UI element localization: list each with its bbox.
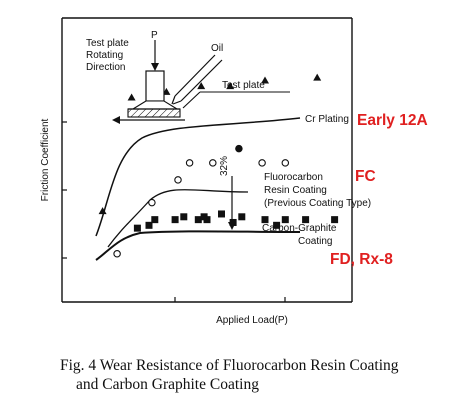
data-point-s2-5	[194, 216, 202, 224]
data-point-s2-12	[273, 221, 281, 229]
data-point-s1-6	[258, 159, 266, 167]
data-point-s1-0	[113, 249, 121, 258]
test-apparatus-inset: P Oil Test plate Test plate Rotating Dir…	[86, 30, 290, 124]
inset-direction-line1: Test plate	[86, 38, 129, 49]
test-plate-block	[127, 108, 181, 118]
oil-nozzle-b	[180, 59, 223, 102]
data-point-s0-0	[98, 207, 107, 215]
series-label-fc-line3: (Previous Coating Type)	[264, 198, 371, 209]
data-point-s2-4	[180, 213, 188, 221]
series-label-fc-line2: Resin Coating	[264, 185, 327, 196]
data-point-s0-5	[261, 76, 269, 84]
data-point-s2-1	[145, 221, 153, 229]
caption-line-1: Fig. 4 Wear Resistance of Fluorocarbon R…	[60, 357, 399, 374]
inset-direction-line3: Direction	[86, 62, 125, 73]
series-label-cg-line1: Carbon-Graphite	[262, 223, 337, 234]
data-point-s2-14	[302, 216, 310, 224]
data-point-s2-8	[218, 210, 225, 218]
inset-oil-label: Oil	[211, 43, 223, 54]
data-point-s1-1	[148, 198, 156, 207]
data-point-s2-3	[171, 216, 179, 224]
series-tag-fc: FC	[355, 168, 376, 185]
axes	[61, 17, 353, 303]
inset-direction-line2: Rotating	[86, 50, 123, 61]
annotation-arrowhead	[228, 222, 236, 230]
data-point-s2-7	[203, 216, 211, 224]
direction-arrowhead	[112, 116, 120, 124]
x-axis-label: Applied Load(P)	[216, 315, 288, 326]
pin-base	[131, 100, 179, 110]
inset-plate-label: Test plate	[222, 80, 265, 91]
test-pin	[145, 70, 165, 102]
force-arrowhead	[151, 63, 159, 71]
series-label-fc-line1: Fluorocarbon	[264, 172, 323, 183]
data-point-s0-1	[127, 93, 136, 101]
data-point-s1-2	[174, 176, 182, 184]
data-point-s2-10	[238, 213, 246, 221]
data-point-s0-4	[226, 82, 235, 90]
data-point-s1-4	[209, 159, 217, 167]
data-point-s2-2	[151, 216, 159, 224]
data-point-s1-5	[235, 144, 243, 153]
series-label-cr: Cr Plating	[305, 114, 349, 125]
data-point-s0-6	[313, 73, 322, 81]
data-point-s2-0	[133, 224, 141, 232]
data-point-s2-15	[331, 216, 339, 224]
percent-annotation: 32%	[219, 156, 230, 176]
figure-caption: Fig. 4 Wear Resistance of Fluorocarbon R…	[60, 356, 460, 394]
series-tag-cg: FD, Rx-8	[330, 251, 393, 268]
carbon-graphite-curve	[95, 230, 301, 261]
cr-plating-curve	[95, 117, 301, 237]
data-point-s0-3	[197, 82, 206, 90]
caption-line-2: and Carbon Graphite Coating	[76, 376, 259, 393]
series-tag-cr: Early 12A	[357, 112, 428, 129]
fluorocarbon-curve	[107, 188, 249, 248]
y-axis-label: Friction Coefficient	[40, 118, 51, 201]
series-label-cg-line2: Coating	[298, 236, 332, 247]
chart: Friction Coefficient Applied Load(P) 32%…	[40, 17, 428, 326]
inset-force-label: P	[151, 30, 158, 41]
data-point-s2-13	[281, 216, 289, 224]
data-point-s1-7	[281, 159, 290, 167]
data-point-s2-11	[261, 216, 269, 224]
oil-nozzle-a	[174, 54, 216, 97]
data-point-s1-3	[185, 159, 194, 167]
